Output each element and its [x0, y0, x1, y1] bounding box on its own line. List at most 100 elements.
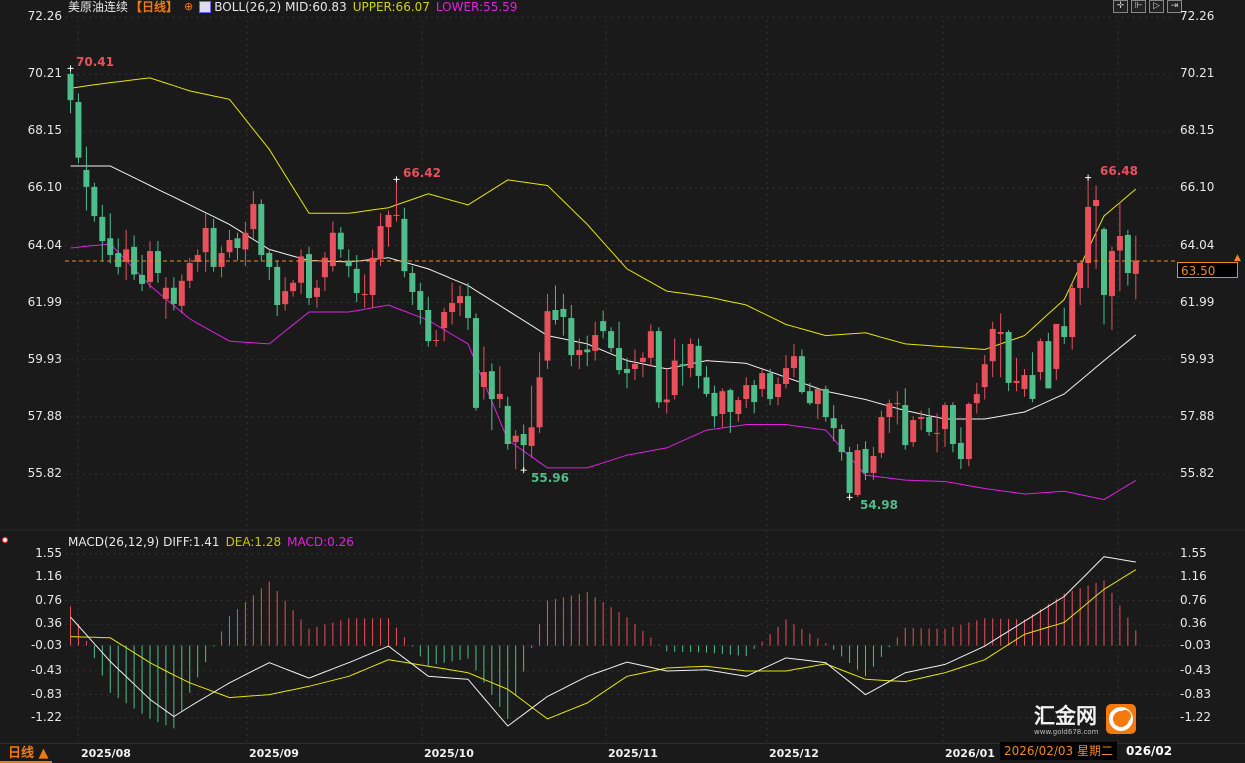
scroll-up-icon[interactable]: ▲: [1234, 253, 1241, 263]
candle-up: [1116, 202, 1123, 292]
candle-body: [465, 296, 471, 319]
candle-body: [83, 169, 90, 187]
price-axis-label: 70.21: [1180, 65, 1215, 80]
candle-down: [949, 402, 956, 453]
candle-body: [528, 427, 535, 446]
macd-axis-label: -1.22: [1180, 709, 1212, 724]
candle-up: [759, 368, 766, 397]
boll-lower-line: [70, 243, 1137, 501]
candle-body: [735, 400, 742, 414]
candle-up: [886, 399, 893, 433]
candle-up: [965, 402, 972, 467]
exit-icon[interactable]: ⇥: [1167, 0, 1182, 13]
candle-body: [139, 274, 146, 284]
candle-down: [67, 68, 74, 114]
candle-body: [584, 349, 591, 353]
candle-body: [544, 311, 551, 361]
boll-chart-icon[interactable]: [199, 1, 212, 13]
candle-down: [798, 349, 805, 394]
time-label: 2026/01: [945, 747, 995, 760]
candle-up: [242, 221, 249, 267]
candle-body: [1029, 375, 1036, 399]
candle-down: [274, 260, 281, 317]
candle-down: [91, 182, 98, 222]
extreme-marker: [67, 65, 74, 72]
high-mark-label: 66.48: [1100, 164, 1138, 178]
candle-down: [600, 310, 607, 339]
candle-up: [854, 444, 861, 497]
candle-body: [981, 364, 988, 388]
candle-up: [194, 249, 201, 272]
candle-up: [1085, 177, 1092, 289]
candle-body: [472, 318, 479, 408]
candle-body: [639, 357, 646, 362]
candle-body: [218, 253, 225, 267]
zoom-range-icon[interactable]: ⊩: [1131, 0, 1146, 13]
crosshair-date-tooltip: 2026/02/03 星期二: [1000, 742, 1117, 760]
period-label[interactable]: 【日线】: [130, 0, 179, 14]
candle-body: [1069, 288, 1076, 337]
price-axis-label: 59.93: [1180, 351, 1215, 366]
settings-dot-icon[interactable]: [1, 536, 9, 544]
macd-axis-label: 0.76: [1180, 592, 1207, 607]
candle-down: [345, 249, 352, 278]
period-selector[interactable]: 日线 ▲: [8, 746, 49, 761]
low-mark-label: 55.96: [531, 471, 569, 485]
candle-up: [544, 293, 551, 369]
high-mark-label: 70.41: [76, 55, 114, 69]
time-label: 2025/11: [608, 747, 658, 760]
candle-up: [973, 382, 980, 414]
macd-axis-label: -0.83: [1180, 686, 1212, 701]
candle-body: [67, 73, 74, 101]
high-value: 66.48: [1100, 164, 1138, 178]
target-icon[interactable]: ⊕: [184, 0, 194, 13]
candle-down: [806, 382, 813, 406]
extreme-marker: [520, 467, 527, 474]
candle-body: [321, 257, 328, 278]
candle-body: [250, 204, 257, 230]
candle-up: [369, 249, 376, 308]
time-axis[interactable]: 日线 ▲ 2025/08 2025/09 2025/10 2025/11 202…: [0, 743, 1245, 763]
candle-up: [576, 338, 583, 369]
candle-down: [608, 327, 615, 353]
macd-axis-label: -0.43: [30, 662, 62, 677]
candle-body: [711, 392, 718, 417]
candle-down: [266, 249, 273, 280]
high-mark-label: 66.42: [403, 166, 441, 180]
candle-down: [552, 285, 559, 325]
candle-down: [727, 388, 734, 433]
candle-body: [433, 340, 440, 342]
candle-up: [790, 343, 797, 378]
candle-down: [584, 335, 591, 367]
chart-toolbar: ✛ ⊩ ▷ ⇥: [1113, 0, 1182, 13]
candle-body: [600, 321, 607, 332]
candle-body: [449, 303, 456, 312]
candle-body: [1116, 236, 1123, 251]
candle-up: [878, 410, 885, 458]
candlesticks: [67, 65, 1139, 501]
crosshair-icon[interactable]: ✛: [1113, 0, 1128, 13]
candle-up: [671, 338, 678, 400]
boll-upper-line: [70, 77, 1137, 351]
candle-down: [1124, 229, 1131, 286]
candle-body: [441, 311, 448, 329]
candle-down: [472, 313, 479, 411]
candle-down: [711, 385, 718, 428]
price-axis-label: 66.10: [27, 180, 62, 195]
candle-body: [154, 251, 161, 274]
candle-body: [703, 377, 710, 394]
candle-body: [266, 253, 273, 267]
candle-down: [75, 93, 82, 164]
candle-body: [568, 318, 575, 356]
candle-up: [457, 285, 464, 317]
candle-body: [457, 296, 464, 304]
macd-name[interactable]: MACD(26,12,9): [68, 535, 160, 549]
play-icon[interactable]: ▷: [1149, 0, 1164, 13]
boll-name[interactable]: BOLL(26,2): [214, 0, 282, 14]
candle-up: [1069, 282, 1076, 350]
time-label: 2025/12: [769, 747, 819, 760]
candle-up: [942, 402, 948, 447]
candle-up: [687, 338, 694, 378]
candle-up: [298, 249, 305, 294]
